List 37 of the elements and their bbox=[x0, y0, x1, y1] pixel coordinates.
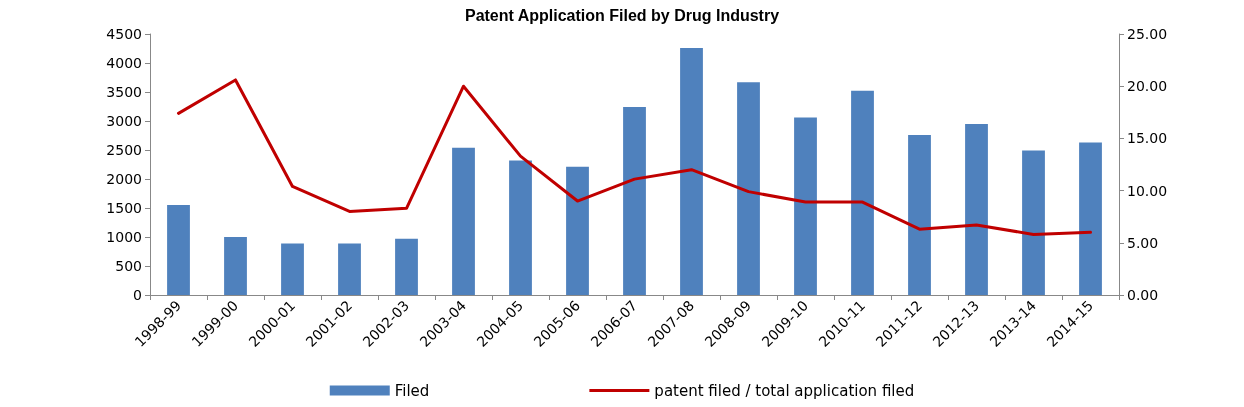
y-tick-label: 0 bbox=[133, 287, 142, 303]
legend-label: patent filed / total application filed bbox=[654, 381, 915, 400]
y-tick-label: 2500 bbox=[106, 142, 142, 158]
y2-tick-label: 10.00 bbox=[1127, 182, 1168, 199]
bar bbox=[908, 134, 931, 295]
y-tick-label: 4000 bbox=[106, 55, 142, 71]
y2-tick-label: 15.00 bbox=[1127, 130, 1168, 147]
y-tick-label: 3500 bbox=[106, 84, 142, 100]
bar bbox=[1079, 142, 1102, 295]
bar bbox=[851, 90, 874, 295]
y-tick-label: 1500 bbox=[106, 200, 142, 216]
bar bbox=[680, 47, 703, 295]
y-tick-label: 4500 bbox=[106, 26, 142, 42]
y2-tick-label: 0.00 bbox=[1127, 287, 1159, 303]
y2-tick-label: 25.00 bbox=[1127, 26, 1168, 42]
bar bbox=[167, 205, 190, 295]
line-series bbox=[177, 78, 1092, 236]
y2-tick-label: 5.00 bbox=[1127, 234, 1159, 251]
bar bbox=[623, 107, 646, 295]
bar bbox=[338, 243, 361, 295]
legend-label: Filed bbox=[394, 381, 430, 400]
y-tick-label: 500 bbox=[115, 258, 142, 274]
bar bbox=[965, 123, 988, 295]
chart-title: Patent Application Filed by Drug Industry bbox=[464, 6, 780, 24]
y-tick-label: 1000 bbox=[106, 229, 142, 245]
y-tick-label: 2000 bbox=[106, 171, 142, 187]
bar bbox=[281, 243, 304, 295]
bar bbox=[737, 82, 760, 295]
bar bbox=[509, 160, 532, 295]
bar bbox=[224, 237, 247, 295]
bar bbox=[794, 117, 817, 295]
y-tick-label: 3000 bbox=[106, 113, 142, 129]
y2-tick-label: 20.00 bbox=[1127, 78, 1168, 95]
bar bbox=[566, 166, 589, 295]
bar bbox=[395, 238, 418, 295]
bar bbox=[452, 147, 475, 295]
bar bbox=[1022, 150, 1045, 295]
